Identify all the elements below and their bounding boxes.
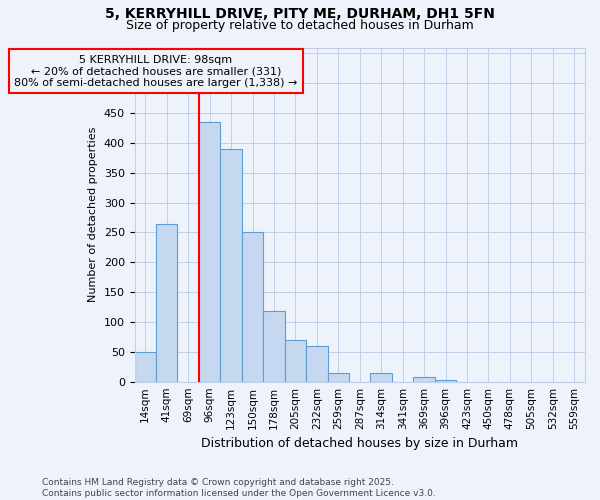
Text: Contains HM Land Registry data © Crown copyright and database right 2025.
Contai: Contains HM Land Registry data © Crown c… xyxy=(42,478,436,498)
Bar xyxy=(306,346,328,382)
Bar xyxy=(370,372,392,382)
X-axis label: Distribution of detached houses by size in Durham: Distribution of detached houses by size … xyxy=(201,437,518,450)
Text: 5 KERRYHILL DRIVE: 98sqm
← 20% of detached houses are smaller (331)
80% of semi-: 5 KERRYHILL DRIVE: 98sqm ← 20% of detach… xyxy=(14,54,298,88)
Bar xyxy=(263,312,284,382)
Bar xyxy=(199,122,220,382)
Bar xyxy=(328,372,349,382)
Bar xyxy=(134,352,156,382)
Bar xyxy=(284,340,306,382)
Bar xyxy=(156,224,178,382)
Bar xyxy=(220,149,242,382)
Bar xyxy=(435,380,456,382)
Y-axis label: Number of detached properties: Number of detached properties xyxy=(88,127,98,302)
Bar xyxy=(242,232,263,382)
Text: Size of property relative to detached houses in Durham: Size of property relative to detached ho… xyxy=(126,18,474,32)
Bar xyxy=(413,377,435,382)
Text: 5, KERRYHILL DRIVE, PITY ME, DURHAM, DH1 5FN: 5, KERRYHILL DRIVE, PITY ME, DURHAM, DH1… xyxy=(105,8,495,22)
